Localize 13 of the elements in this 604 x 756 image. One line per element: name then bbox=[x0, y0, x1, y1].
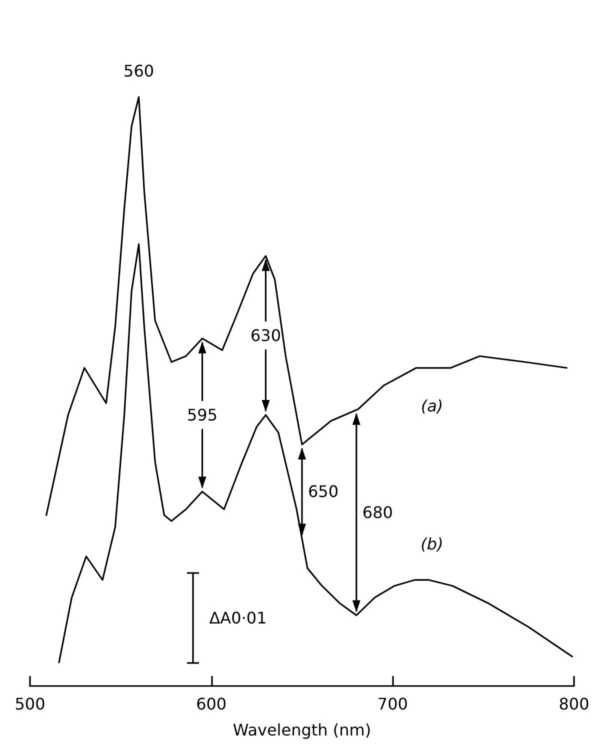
annotation: 595 bbox=[186, 406, 218, 425]
annotation: (b) bbox=[420, 534, 444, 554]
annotation: 630 bbox=[250, 326, 282, 345]
x-tick-label: 600 bbox=[196, 694, 227, 714]
annotation: 680 bbox=[362, 503, 393, 522]
annotation: ΔA0·01 bbox=[209, 608, 267, 628]
annotation: 650 bbox=[308, 482, 339, 502]
x-tick-label: 700 bbox=[377, 694, 408, 714]
x-axis-title: Wavelength (nm) bbox=[232, 720, 372, 740]
x-tick-label: 800 bbox=[558, 694, 590, 714]
annotation: (a) bbox=[420, 396, 444, 416]
x-tick-label: 500 bbox=[14, 694, 46, 714]
annotation: 560 bbox=[124, 61, 154, 80]
